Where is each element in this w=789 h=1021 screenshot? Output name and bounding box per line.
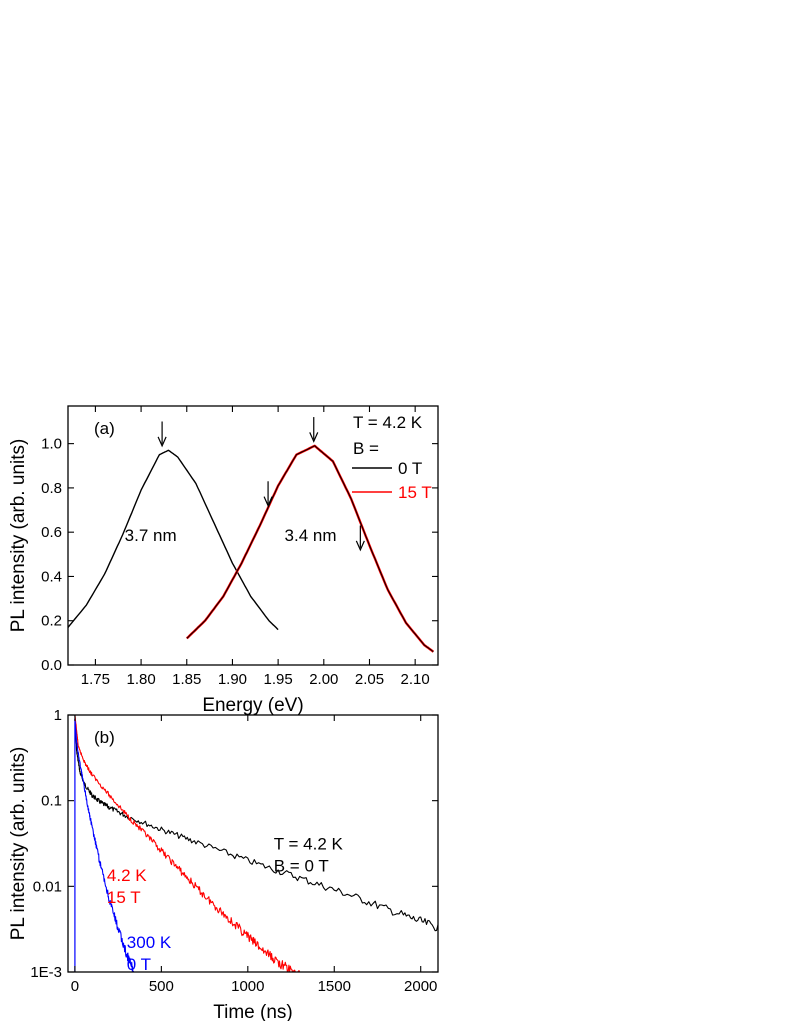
plot-area-a — [68, 444, 435, 653]
x-tick-label: 0 — [71, 978, 79, 995]
legend-title: T = 4.2 K — [353, 413, 423, 432]
size-annotation: 3.7 nm — [125, 526, 177, 545]
series-line — [185, 444, 435, 653]
series-line — [186, 445, 434, 653]
x-tick-label: 1.85 — [172, 671, 201, 688]
peak-arrow-head — [157, 436, 167, 448]
y-tick-label: 0.4 — [41, 568, 62, 585]
panel-label: (b) — [94, 728, 115, 747]
peak-arrow-head — [309, 432, 319, 443]
y-tick-label: 0.2 — [41, 613, 62, 630]
x-tick-label: 1.95 — [264, 671, 293, 688]
y-tick-label: 1E-3 — [30, 964, 62, 981]
panel-b-time-decay: 0 500 1000 1500 2000 1 0.1 0.01 1E-3 Time (ns) PL … — [8, 707, 439, 1021]
panel-label: (a) — [94, 419, 115, 438]
y-tick-label: 0.01 — [33, 878, 62, 895]
series-annotation: T = 4.2 K — [274, 834, 344, 853]
panel-a-energy-spectra: 1.75 1.80 1.85 1.90 1.95 2.00 2.05 2.10 0.0 0.2 0.… — [8, 405, 439, 716]
x-tick-label: 1.75 — [81, 671, 110, 688]
x-tick-label: 2.05 — [355, 671, 384, 688]
x-tick-label: 1.80 — [126, 671, 155, 688]
plot-area-b — [74, 715, 438, 972]
y-tick-label: 1 — [54, 707, 62, 724]
series-line — [68, 449, 279, 631]
peak-arrow-head — [263, 496, 273, 508]
series-line — [74, 718, 135, 972]
x-tick-label: 2000 — [404, 978, 437, 995]
y-tick-label: 0.8 — [41, 480, 62, 497]
y-tick-label: 0.0 — [41, 657, 62, 674]
series-annotation: 0 T — [127, 955, 151, 974]
series-annotation: B = 0 T — [274, 856, 329, 875]
y-tick-label: 1.0 — [41, 436, 62, 453]
x-tick-label: 1500 — [318, 978, 351, 995]
x-tick-label: 1000 — [231, 978, 264, 995]
series-line — [74, 715, 301, 972]
plot-frame — [67, 405, 439, 666]
x-tick-label: 2.10 — [401, 671, 430, 688]
series-annotation: 15 T — [107, 888, 141, 907]
legend-label: 15 T — [398, 483, 432, 502]
x-tick-label: 500 — [149, 978, 174, 995]
peak-arrow-head — [355, 540, 365, 552]
x-tick-label: 1.90 — [218, 671, 247, 688]
legend-title: B = — [353, 439, 379, 458]
legend-label: 0 T — [398, 459, 422, 478]
y-axis-label: PL intensity (arb. units) — [8, 747, 29, 941]
series-annotation: 300 K — [127, 933, 172, 952]
plot-frame — [67, 714, 439, 973]
x-axis-label: Energy (eV) — [202, 695, 303, 716]
y-axis-label: PL intensity (arb. units) — [8, 439, 29, 633]
series-annotation: 4.2 K — [107, 866, 147, 885]
y-tick-label: 0.6 — [41, 524, 62, 541]
x-tick-label: 2.00 — [309, 671, 338, 688]
y-tick-label: 0.1 — [41, 793, 62, 810]
size-annotation: 3.4 nm — [285, 526, 337, 545]
x-axis-label: Time (ns) — [213, 1002, 293, 1021]
